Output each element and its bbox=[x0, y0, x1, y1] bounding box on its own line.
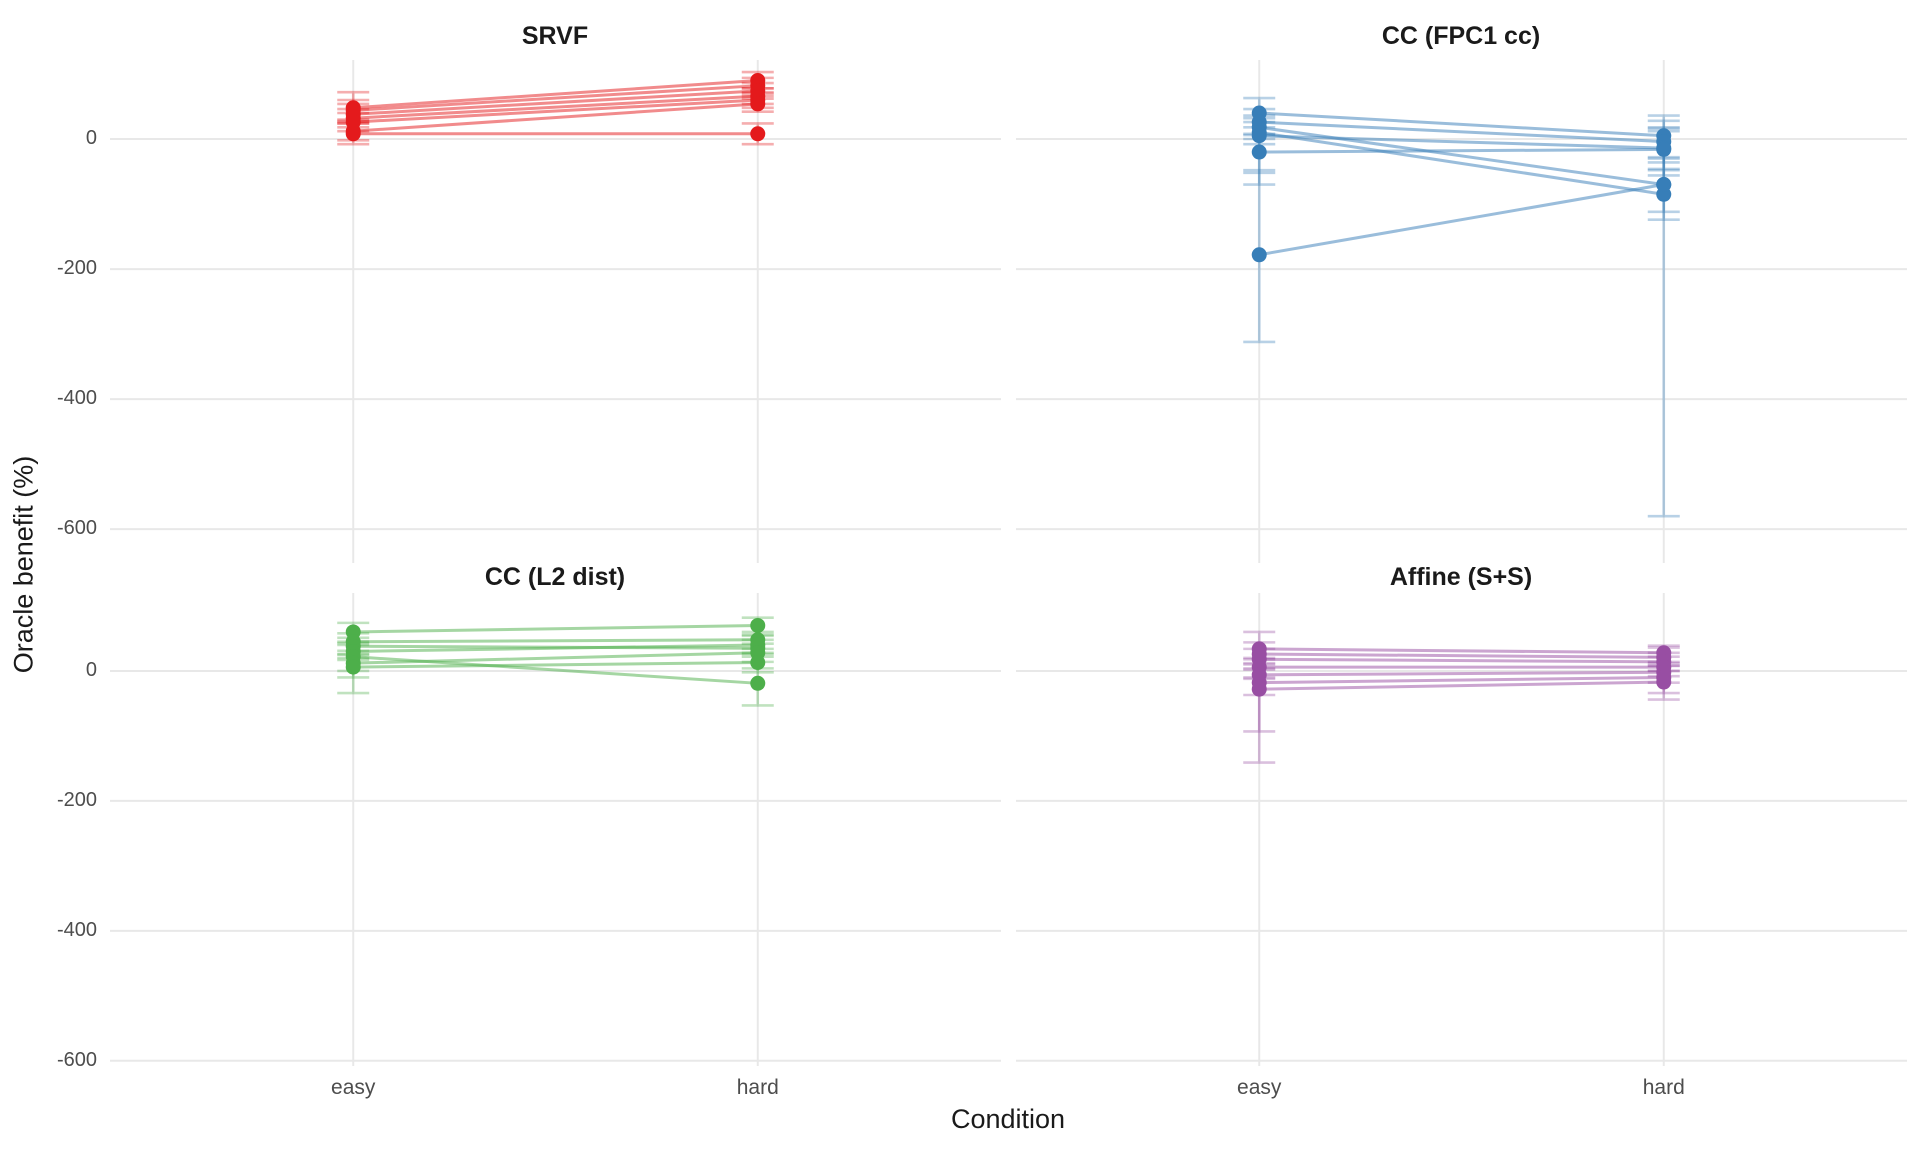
data-point bbox=[750, 655, 766, 671]
subject-line bbox=[1259, 657, 1664, 664]
subject-line bbox=[1259, 120, 1664, 144]
x-category-label-hard: hard bbox=[736, 1076, 779, 1099]
data-point bbox=[345, 659, 361, 675]
x-category-label-easy: easy bbox=[331, 1076, 376, 1099]
subject-line bbox=[353, 84, 758, 112]
y-tick-label: -400 bbox=[56, 387, 97, 410]
panel-plot-affine-s-s bbox=[1016, 593, 1907, 1066]
data-point bbox=[1656, 141, 1672, 157]
y-tick-label: -200 bbox=[56, 257, 97, 280]
subject-line bbox=[1259, 131, 1664, 196]
subject-line bbox=[1259, 675, 1664, 685]
panel-plot-cc-fpc1-cc bbox=[1016, 60, 1907, 563]
subject-line bbox=[1259, 670, 1664, 677]
data-point bbox=[1251, 681, 1267, 697]
y-tick-label: -600 bbox=[56, 517, 97, 540]
subject-line bbox=[1258, 183, 1665, 257]
data-point bbox=[1251, 144, 1267, 160]
data-point bbox=[1656, 177, 1672, 193]
panel-plot-cc-l2-dist bbox=[110, 593, 1001, 1066]
data-point bbox=[1251, 247, 1267, 263]
data-point bbox=[750, 617, 766, 633]
y-tick-label: -200 bbox=[56, 788, 97, 811]
subject-line bbox=[1259, 652, 1664, 659]
subject-line bbox=[353, 94, 758, 120]
panel-plot-srvf bbox=[110, 60, 1001, 563]
subject-line bbox=[353, 78, 758, 110]
y-tick-label: 0 bbox=[85, 658, 97, 681]
subject-line bbox=[1259, 647, 1664, 655]
subject-line bbox=[1259, 680, 1664, 691]
panel-title-cc-l2: CC (L2 dist) bbox=[484, 563, 626, 591]
subject-line bbox=[353, 89, 758, 116]
data-point bbox=[750, 96, 766, 112]
x-category-label-easy: easy bbox=[1237, 1076, 1282, 1099]
panel-title-cc-fpc1: CC (FPC1 cc) bbox=[1381, 22, 1541, 50]
data-point bbox=[1251, 128, 1267, 144]
x-category-label-hard: hard bbox=[1642, 1076, 1685, 1099]
panel-title-srvf: SRVF bbox=[521, 22, 589, 50]
subject-line bbox=[353, 98, 758, 124]
subject-line bbox=[1259, 125, 1664, 187]
subject-line bbox=[353, 102, 758, 133]
data-point bbox=[750, 675, 766, 691]
subject-line bbox=[1259, 134, 1664, 150]
subject-line bbox=[1259, 111, 1664, 138]
data-point bbox=[345, 126, 361, 142]
data-point bbox=[750, 126, 766, 142]
subject-line bbox=[353, 623, 758, 634]
y-tick-label: 0 bbox=[85, 127, 97, 149]
data-point bbox=[1656, 674, 1672, 690]
x-axis-title: Condition bbox=[950, 1104, 1066, 1134]
subject-line bbox=[353, 651, 758, 665]
subject-line bbox=[353, 638, 758, 644]
y-tick-label: -600 bbox=[56, 1048, 97, 1071]
panel-title-affine: Affine (S+S) bbox=[1389, 563, 1533, 591]
subject-line bbox=[353, 661, 758, 669]
subject-line bbox=[1259, 147, 1664, 154]
subject-line bbox=[353, 643, 758, 653]
y-tick-label: -400 bbox=[56, 918, 97, 941]
